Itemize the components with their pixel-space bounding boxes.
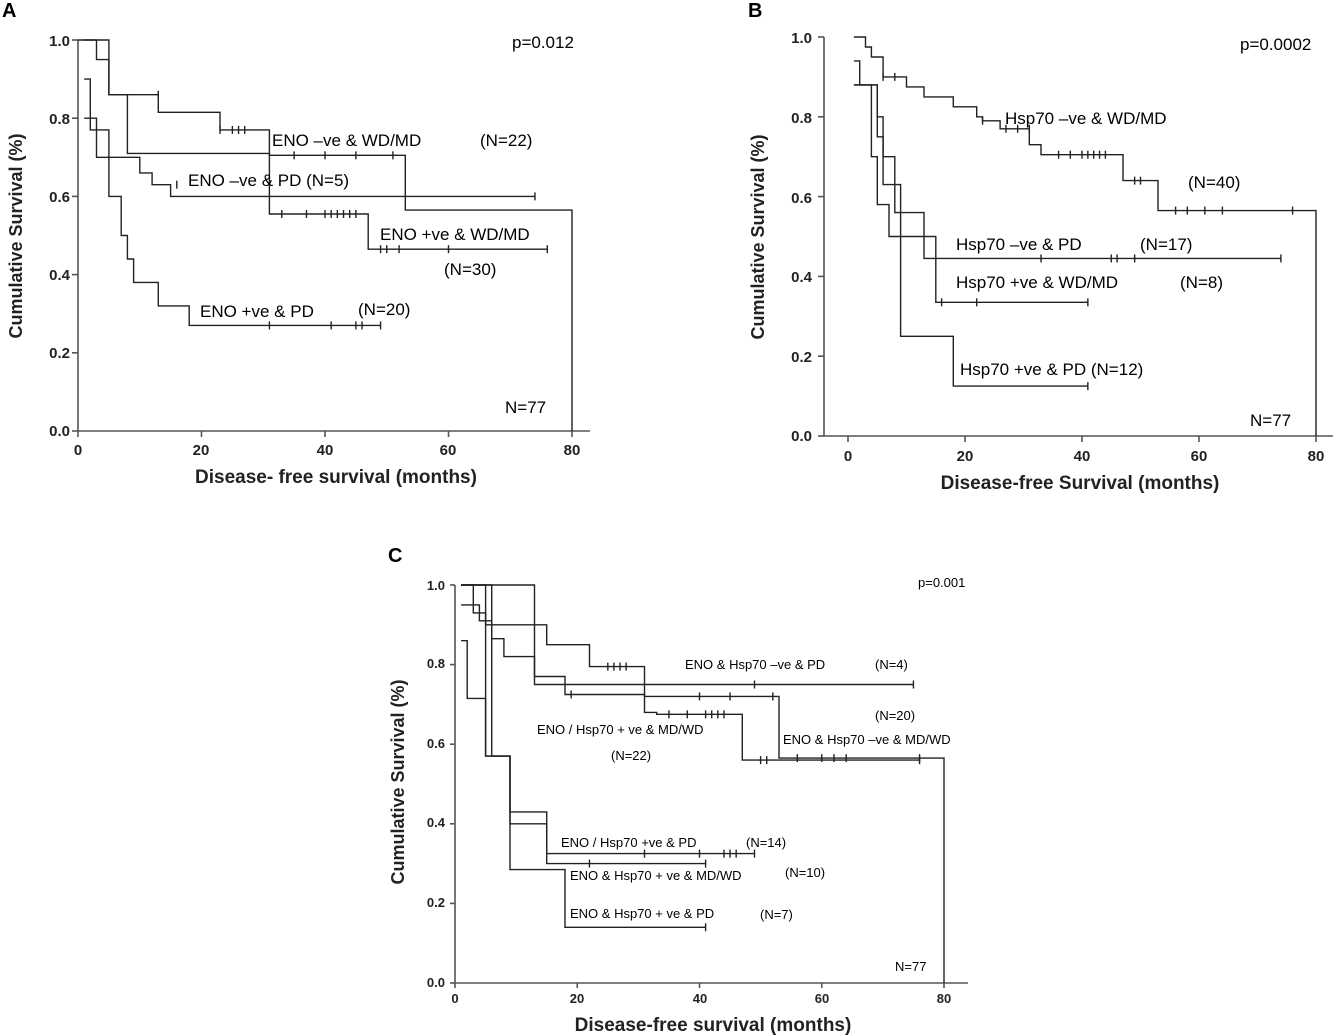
c-label-both-neg-pd-n: (N=4) xyxy=(875,657,908,672)
panel-a-ticks xyxy=(72,39,573,437)
c-xtick-label: 40 xyxy=(693,991,707,1006)
survival-curve-b-1 xyxy=(853,36,1317,436)
survival-curve-a-3 xyxy=(84,39,548,250)
b-xtick-label: 20 xyxy=(957,448,974,465)
a-label-eno-pos-wdmd: ENO +ve & WD/MD xyxy=(380,225,530,244)
a-total-n: N=77 xyxy=(505,398,546,417)
a-ytick-label: 1.0 xyxy=(49,33,70,50)
panel-c-ticks xyxy=(450,584,945,988)
a-y-axis-label: Cumulative Survival (%) xyxy=(6,133,26,338)
b-xtick-label: 60 xyxy=(1191,448,1208,465)
c-xtick-label: 60 xyxy=(815,991,829,1006)
c-ytick-label: 0.0 xyxy=(427,975,445,990)
c-p-value: p=0.001 xyxy=(918,575,965,590)
a-xtick-label: 0 xyxy=(74,442,82,459)
b-ytick-label: 1.0 xyxy=(791,30,812,47)
panel-b-ticks xyxy=(818,36,1317,442)
c-xtick-label: 20 xyxy=(570,991,584,1006)
b-xtick-label: 0 xyxy=(844,448,852,465)
c-label-both-neg-pd: ENO & Hsp70 –ve & PD xyxy=(685,657,825,672)
survival-curve-a-2 xyxy=(84,117,535,198)
survival-curve-b-3 xyxy=(853,84,1088,303)
panel-b: B 0.0 0.2 0.4 0.6 0.8 1.0 0 20 40 60 80 … xyxy=(748,0,1333,494)
survival-curve-a-4 xyxy=(84,78,381,327)
survival-curve-b-2 xyxy=(853,60,1281,260)
c-ytick-label: 0.4 xyxy=(427,815,446,830)
survival-curve-c-6 xyxy=(461,640,706,928)
c-xtick-label: 0 xyxy=(451,991,458,1006)
a-xtick-label: 80 xyxy=(564,442,581,459)
a-p-value: p=0.012 xyxy=(512,33,574,52)
panel-c-axes xyxy=(454,585,968,984)
panel-a-letter: A xyxy=(2,0,16,22)
c-y-axis-label: Cumulative Survival (%) xyxy=(388,679,408,884)
a-ytick-label: 0.8 xyxy=(49,111,70,128)
b-ytick-label: 0.0 xyxy=(791,428,812,445)
a-label-eno-pos-pd: ENO +ve & PD xyxy=(200,302,314,321)
survival-curve-c-2 xyxy=(461,584,945,983)
b-label-hsp-pos-wdmd-n: (N=8) xyxy=(1180,273,1223,292)
b-total-n: N=77 xyxy=(1250,411,1291,430)
a-label-eno-neg-wdmd-n: (N=22) xyxy=(480,131,532,150)
b-y-axis-label: Cumulative Survival (%) xyxy=(748,134,768,339)
c-ytick-label: 0.6 xyxy=(427,736,445,751)
panel-c-curves xyxy=(461,584,945,983)
c-ytick-label: 0.8 xyxy=(427,656,445,671)
c-label-either-pos-mdwd-n: (N=22) xyxy=(611,748,651,763)
a-ytick-label: 0.0 xyxy=(49,423,70,440)
c-xtick-label: 80 xyxy=(937,991,951,1006)
c-label-both-pos-mdwd-n: (N=10) xyxy=(785,865,825,880)
c-label-either-pos-mdwd: ENO / Hsp70 + ve & MD/WD xyxy=(537,722,704,737)
a-ytick-label: 0.6 xyxy=(49,189,70,206)
c-label-both-pos-pd-n: (N=7) xyxy=(760,907,793,922)
b-xtick-label: 40 xyxy=(1074,448,1091,465)
c-label-either-pos-pd-n: (N=14) xyxy=(746,835,786,850)
a-xtick-label: 40 xyxy=(317,442,334,459)
b-label-hsp-neg-wdmd-n: (N=40) xyxy=(1188,173,1240,192)
b-ytick-label: 0.4 xyxy=(791,269,813,286)
a-xtick-label: 60 xyxy=(440,442,457,459)
c-label-both-neg-mdwd-n: (N=20) xyxy=(875,708,915,723)
a-ytick-label: 0.2 xyxy=(49,345,70,362)
a-x-axis-label: Disease- free survival (months) xyxy=(195,467,477,488)
c-ytick-label: 0.2 xyxy=(427,895,445,910)
panel-b-curves xyxy=(853,36,1317,436)
a-xtick-label: 20 xyxy=(193,442,210,459)
a-label-eno-neg-pd: ENO –ve & PD (N=5) xyxy=(188,171,349,190)
survival-curve-c-3 xyxy=(461,604,920,761)
b-ytick-label: 0.2 xyxy=(791,349,812,366)
b-p-value: p=0.0002 xyxy=(1240,35,1311,54)
panel-c: C 0.0 0.2 0.4 0.6 0.8 1.0 0 20 40 60 80 … xyxy=(388,545,968,1036)
b-label-hsp-neg-pd: Hsp70 –ve & PD xyxy=(956,235,1082,254)
survival-curve-b-4 xyxy=(853,84,1088,387)
c-label-both-pos-pd: ENO & Hsp70 + ve & PD xyxy=(570,906,714,921)
a-label-eno-neg-wdmd: ENO –ve & WD/MD xyxy=(272,131,421,150)
b-x-axis-label: Disease-free Survival (months) xyxy=(941,473,1220,494)
b-label-hsp-pos-pd: Hsp70 +ve & PD (N=12) xyxy=(960,360,1143,379)
b-ytick-label: 0.8 xyxy=(791,110,812,127)
a-ytick-label: 0.4 xyxy=(49,267,71,284)
panel-a: A 0.0 0.2 0.4 0.6 0.8 1.0 0 20 40 60 80 … xyxy=(2,0,590,488)
panel-b-letter: B xyxy=(748,0,762,22)
b-label-hsp-neg-pd-n: (N=17) xyxy=(1140,235,1192,254)
b-label-hsp-neg-wdmd: Hsp70 –ve & WD/MD xyxy=(1005,109,1167,128)
a-label-eno-pos-pd-n: (N=20) xyxy=(358,300,410,319)
panel-a-curves xyxy=(78,39,573,431)
c-total-n: N=77 xyxy=(895,959,926,974)
panel-c-letter: C xyxy=(388,545,402,567)
a-label-eno-pos-wdmd-n: (N=30) xyxy=(444,260,496,279)
survival-curve-c-1 xyxy=(461,584,914,686)
b-xtick-label: 80 xyxy=(1308,448,1325,465)
survival-curve-a-1 xyxy=(78,39,573,431)
c-x-axis-label: Disease-free survival (months) xyxy=(575,1015,852,1036)
c-label-both-pos-mdwd: ENO & Hsp70 + ve & MD/WD xyxy=(570,868,742,883)
b-label-hsp-pos-wdmd: Hsp70 +ve & WD/MD xyxy=(956,273,1118,292)
c-ytick-label: 1.0 xyxy=(427,578,445,593)
c-label-both-neg-mdwd: ENO & Hsp70 –ve & MD/WD xyxy=(783,732,951,747)
c-label-either-pos-pd: ENO / Hsp70 +ve & PD xyxy=(561,835,696,850)
b-ytick-label: 0.6 xyxy=(791,190,812,207)
